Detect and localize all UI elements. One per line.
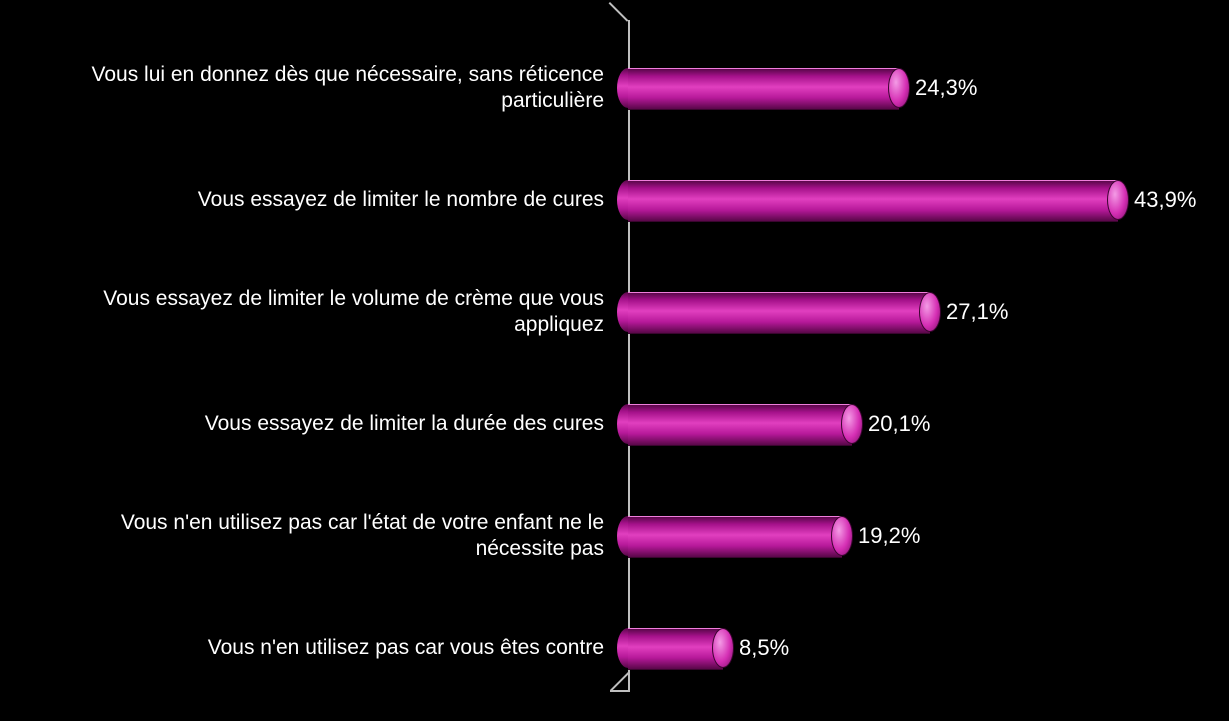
bar-value: 24,3% [915,75,977,101]
bar: 20,1% [628,404,852,444]
bar-row: Vous essayez de limiter le nombre de cur… [0,170,1229,230]
bar-value: 19,2% [858,523,920,549]
bar-value: 27,1% [946,299,1008,325]
bar-value: 43,9% [1134,187,1196,213]
bar-label: Vous essayez de limiter la durée des cur… [44,411,604,437]
bar: 8,5% [628,628,723,668]
bar-row: Vous essayez de limiter le volume de crè… [0,282,1229,342]
bar-row: Vous n'en utilisez pas car l'état de vot… [0,506,1229,566]
bar-label: Vous essayez de limiter le nombre de cur… [44,187,604,213]
bar: 27,1% [628,292,930,332]
bar: 24,3% [628,68,899,108]
bar-label: Vous essayez de limiter le volume de crè… [44,286,604,339]
horizontal-bar-chart: Vous lui en donnez dès que nécessaire, s… [0,0,1229,721]
bar-label: Vous n'en utilisez pas car vous êtes con… [44,635,604,661]
bar: 43,9% [628,180,1118,220]
bar-row: Vous essayez de limiter la durée des cur… [0,394,1229,454]
y-axis-3d [610,20,640,710]
bar-value: 20,1% [868,411,930,437]
bar-row: Vous lui en donnez dès que nécessaire, s… [0,58,1229,118]
bar-row: Vous n'en utilisez pas car vous êtes con… [0,618,1229,678]
bar-value: 8,5% [739,635,789,661]
bar: 19,2% [628,516,842,556]
bar-label: Vous lui en donnez dès que nécessaire, s… [44,62,604,115]
bar-label: Vous n'en utilisez pas car l'état de vot… [44,510,604,563]
